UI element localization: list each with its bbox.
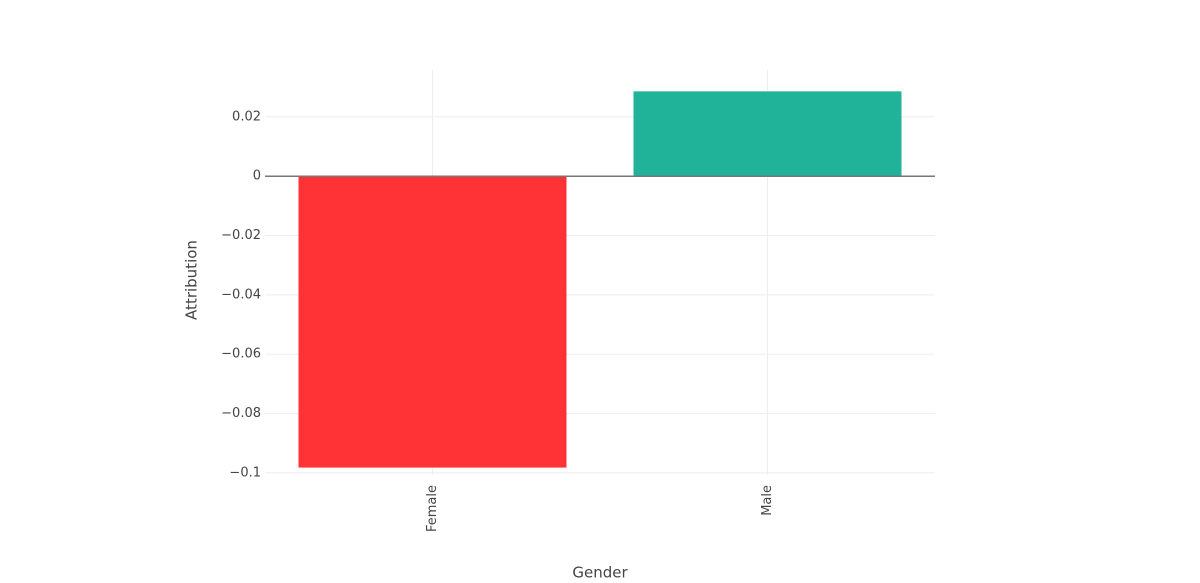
y-axis-title: Attribution (183, 240, 201, 320)
y-tick-label: 0 (253, 169, 261, 184)
y-tick-label: −0.08 (221, 406, 261, 421)
y-tick-label: −0.04 (221, 287, 261, 302)
y-tick-label: −0.02 (221, 228, 261, 243)
y-tick-label: −0.1 (229, 465, 261, 480)
y-tick-label: −0.06 (221, 347, 261, 362)
x-tick-label: Male (760, 485, 775, 516)
x-tick-label: Female (425, 485, 440, 532)
bar (298, 176, 567, 468)
bar (633, 91, 902, 177)
y-tick-label: 0.02 (232, 109, 261, 124)
x-axis-title: Gender (572, 564, 628, 582)
